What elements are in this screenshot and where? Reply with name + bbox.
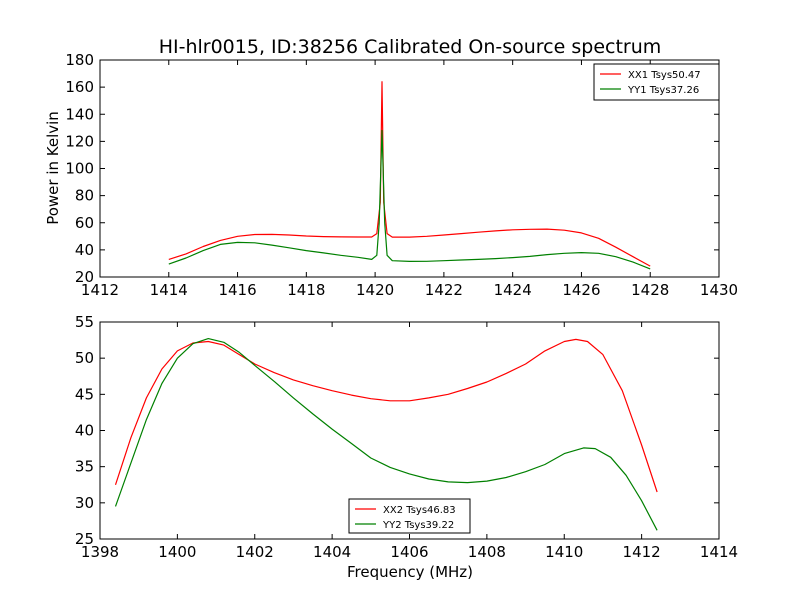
x-tick-label: 1412: [623, 543, 661, 561]
x-tick-label: 1408: [468, 543, 506, 561]
top-plot-frame: [99, 59, 720, 278]
x-tick-label: 1422: [425, 281, 463, 299]
bottom-chart: Frequency (MHz) 1398 1400 1402 1404 1406 1408…: [75, 313, 738, 581]
x-tick-label: 1398: [81, 543, 119, 561]
legend-box: [348, 498, 471, 534]
series-line-yy: [168, 129, 651, 270]
series-line-yy: [114, 338, 658, 531]
series-line-xx: [168, 81, 651, 267]
y-tick-label: 40: [75, 241, 94, 259]
y-tick-label: 25: [75, 530, 94, 548]
y-tick-label: 50: [75, 349, 94, 367]
bottom-chart-x-axis-label: Frequency (MHz): [347, 563, 473, 581]
bottom-axis-ticks: 1398 1400 1402 1404 1406 1408 1410 1412 1414 25 30…: [75, 313, 738, 561]
top-chart: HI-hlr0015, ID:38256 Calibrated On-sourc…: [44, 36, 738, 299]
y-tick-label: 120: [65, 132, 94, 150]
y-tick-label: 180: [65, 51, 94, 69]
x-tick-label: 1402: [236, 543, 274, 561]
x-tick-label: 1424: [494, 281, 532, 299]
x-tick-label: 1428: [631, 281, 669, 299]
legend-box: [593, 63, 720, 101]
y-tick-label: 55: [75, 313, 94, 331]
bottom-plot-frame: [99, 321, 720, 540]
bottom-legend: XX2 Tsys46.83 YY2 Tsys39.22: [348, 498, 471, 534]
bottom-series-lines: [114, 338, 658, 531]
top-legend: XX1 Tsys50.47 YY1 Tsys37.26: [593, 63, 720, 101]
legend-label: XX2 Tsys46.83: [383, 505, 456, 516]
y-tick-label: 60: [75, 214, 94, 232]
x-tick-label: 1414: [150, 281, 188, 299]
x-tick-label: 1420: [356, 281, 394, 299]
x-tick-label: 1412: [81, 281, 119, 299]
x-tick-label: 1430: [700, 281, 738, 299]
x-tick-label: 1406: [390, 543, 428, 561]
y-tick-label: 35: [75, 458, 94, 476]
x-tick-label: 1410: [545, 543, 583, 561]
x-tick-label: 1418: [287, 281, 325, 299]
x-tick-label: 1416: [218, 281, 256, 299]
legend-label: XX1 Tsys50.47: [628, 70, 701, 81]
x-tick-label: 1426: [562, 281, 600, 299]
x-tick-label: 1404: [313, 543, 351, 561]
y-tick-label: 80: [75, 187, 94, 205]
x-tick-label: 1400: [158, 543, 196, 561]
top-chart-y-axis-label: Power in Kelvin: [44, 111, 62, 225]
legend-label: YY1 Tsys37.26: [627, 85, 699, 96]
legend-label: YY2 Tsys39.22: [382, 520, 454, 531]
y-tick-label: 160: [65, 78, 94, 96]
top-series-lines: [168, 81, 651, 270]
y-tick-label: 20: [75, 268, 94, 286]
x-tick-label: 1414: [700, 543, 738, 561]
y-tick-label: 30: [75, 494, 94, 512]
top-axis-ticks: 1412 1414 1416 1418 1420 1422 1424 1426 1428 1430…: [65, 51, 738, 299]
y-tick-label: 45: [75, 385, 94, 403]
top-chart-title: HI-hlr0015, ID:38256 Calibrated On-sourc…: [159, 36, 662, 58]
y-tick-label: 40: [75, 422, 94, 440]
y-tick-label: 100: [65, 160, 94, 178]
y-tick-label: 140: [65, 105, 94, 123]
